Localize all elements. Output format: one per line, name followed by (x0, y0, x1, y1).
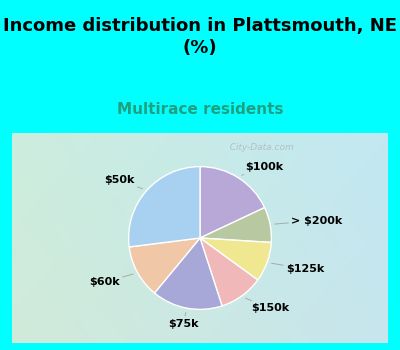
Wedge shape (200, 167, 265, 238)
Wedge shape (129, 167, 200, 247)
Wedge shape (154, 238, 222, 309)
Text: > $200k: > $200k (274, 216, 342, 226)
Text: $100k: $100k (242, 162, 283, 175)
Text: City-Data.com: City-Data.com (224, 143, 294, 152)
Text: Multirace residents: Multirace residents (117, 102, 283, 117)
Wedge shape (200, 208, 272, 243)
Wedge shape (200, 238, 258, 306)
Wedge shape (200, 238, 271, 280)
Text: $150k: $150k (246, 298, 289, 314)
Text: Income distribution in Plattsmouth, NE
(%): Income distribution in Plattsmouth, NE (… (3, 17, 397, 57)
Text: $75k: $75k (168, 313, 199, 329)
Text: $50k: $50k (104, 175, 142, 189)
Text: $60k: $60k (89, 274, 133, 287)
Wedge shape (129, 238, 200, 293)
Text: $125k: $125k (272, 263, 324, 274)
